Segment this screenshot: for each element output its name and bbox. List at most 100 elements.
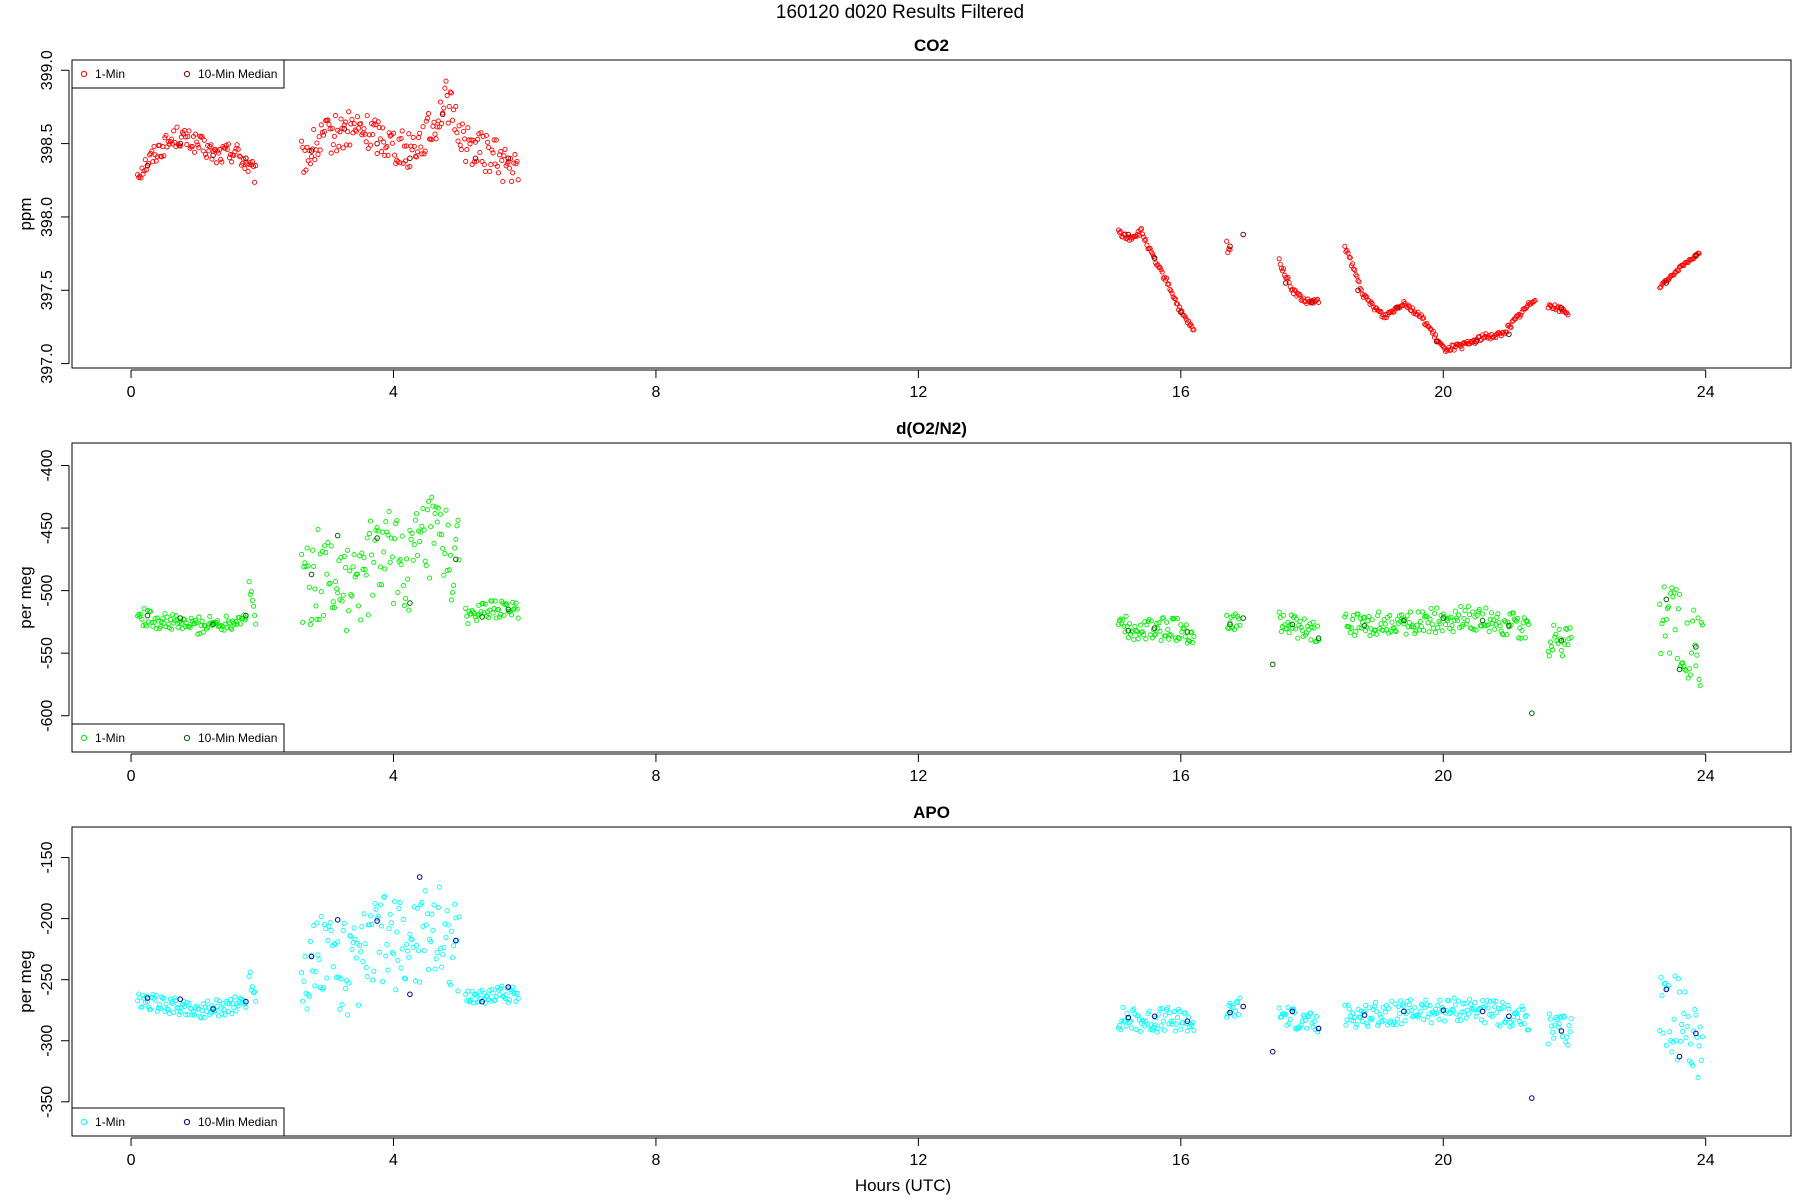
point-1min	[243, 1004, 249, 1010]
point-1min	[354, 114, 360, 120]
point-1min	[334, 148, 340, 154]
point-1min	[222, 1012, 228, 1018]
point-1min	[233, 1008, 239, 1014]
point-1min	[1518, 1021, 1524, 1027]
point-1min	[1181, 313, 1187, 319]
point-1min	[374, 151, 380, 157]
point-1min	[1693, 663, 1699, 669]
point-1min	[1138, 226, 1145, 232]
point-1min	[1476, 607, 1482, 613]
point-1min	[1505, 1003, 1511, 1009]
point-1min	[197, 1014, 203, 1020]
point-median	[1558, 637, 1565, 644]
point-median	[1663, 596, 1670, 603]
point-1min	[140, 992, 146, 999]
point-1min	[439, 121, 445, 127]
point-1min	[1367, 633, 1373, 639]
point-1min	[316, 957, 322, 963]
point-1min	[213, 160, 219, 166]
point-1min	[213, 997, 219, 1003]
point-1min	[1521, 615, 1527, 621]
point-1min	[253, 163, 259, 169]
point-1min	[234, 621, 240, 627]
point-1min	[252, 989, 258, 995]
point-1min	[313, 969, 319, 975]
point-1min	[474, 617, 480, 623]
point-1min	[1139, 1017, 1146, 1023]
point-1min	[1167, 632, 1173, 638]
point-1min	[376, 949, 382, 955]
point-median	[308, 571, 315, 578]
point-1min	[442, 85, 448, 91]
point-1min	[304, 1006, 310, 1012]
point-1min	[1427, 1003, 1433, 1009]
point-1min	[1376, 609, 1382, 615]
point-1min	[1235, 999, 1241, 1005]
point-1min	[1304, 1025, 1310, 1031]
point-1min	[382, 152, 388, 159]
point-1min	[327, 919, 333, 926]
point-1min	[1178, 1026, 1184, 1032]
point-1min	[1515, 615, 1521, 622]
point-1min	[1659, 993, 1665, 999]
point-1min	[456, 557, 462, 563]
point-1min	[433, 956, 439, 962]
x-tick-label: 8	[651, 768, 660, 785]
point-1min	[1562, 641, 1568, 647]
point-1min	[1234, 623, 1240, 629]
point-1min	[1314, 623, 1321, 629]
point-1min	[1352, 267, 1358, 273]
point-1min	[448, 928, 454, 934]
point-1min	[1466, 996, 1473, 1002]
point-1min	[463, 158, 469, 164]
point-1min	[199, 134, 205, 140]
point-1min	[1309, 625, 1315, 631]
point-1min	[319, 129, 325, 135]
point-1min	[1231, 627, 1237, 633]
point-1min	[1364, 294, 1370, 300]
point-1min	[506, 165, 512, 171]
point-median	[479, 614, 485, 620]
point-1min	[428, 939, 434, 945]
point-1min	[162, 611, 168, 617]
point-1min	[300, 998, 306, 1004]
point-1min	[1663, 617, 1669, 623]
point-1min	[498, 986, 504, 992]
point-1min	[1421, 315, 1427, 321]
point-1min	[1465, 1011, 1471, 1017]
point-1min	[307, 938, 313, 944]
point-1min	[1496, 620, 1502, 626]
point-median	[1479, 1008, 1486, 1015]
point-1min	[148, 608, 154, 614]
point-median	[407, 600, 413, 606]
point-1min	[465, 988, 471, 994]
point-1min	[149, 148, 155, 154]
point-1min	[1166, 281, 1172, 287]
point-1min	[1473, 627, 1479, 633]
point-1min	[307, 621, 313, 627]
point-median	[243, 155, 249, 162]
point-1min	[1224, 612, 1230, 618]
point-1min	[1429, 621, 1435, 627]
point-1min	[1495, 611, 1501, 617]
point-1min	[1363, 293, 1369, 299]
point-1min	[1491, 617, 1497, 623]
point-1min	[1421, 1017, 1427, 1023]
point-1min	[1489, 1013, 1496, 1020]
point-1min	[1167, 1010, 1173, 1016]
point-1min	[316, 134, 322, 140]
point-1min	[439, 964, 445, 970]
point-1min	[1237, 995, 1243, 1001]
point-1min	[434, 950, 440, 956]
point-1min	[1546, 1011, 1552, 1017]
point-1min	[1181, 626, 1187, 632]
point-1min	[171, 128, 177, 134]
point-1min	[1415, 609, 1421, 615]
point-1min	[237, 154, 243, 160]
point-1min	[489, 598, 495, 604]
point-1min	[382, 893, 388, 899]
point-1min	[1421, 627, 1427, 633]
point-1min	[1687, 672, 1693, 678]
point-1min	[335, 590, 341, 596]
point-1min	[1356, 279, 1362, 285]
